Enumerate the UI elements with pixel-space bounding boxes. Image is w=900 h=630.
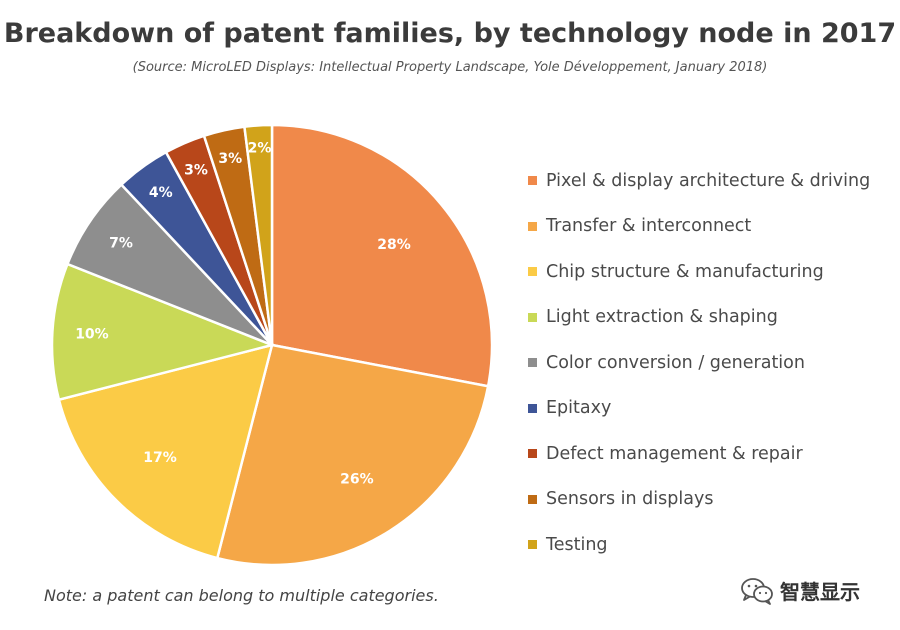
- legend-label: Testing: [546, 534, 608, 555]
- legend-item: Light extraction & shaping: [528, 295, 888, 341]
- legend-swatch: [528, 403, 537, 413]
- pie-slice: [50, 262, 277, 402]
- slice-label: 4%: [149, 185, 173, 201]
- pie-slice: [57, 343, 274, 560]
- legend-label: Light extraction & shaping: [546, 307, 778, 328]
- legend: Pixel & display architecture & driving Tr…: [528, 158, 888, 568]
- legend-item: Testing: [528, 522, 888, 568]
- legend-label: Epitaxy: [546, 398, 612, 419]
- legend-swatch: [528, 540, 537, 550]
- legend-swatch: [528, 494, 537, 504]
- slice-label: 3%: [184, 162, 208, 178]
- slice-label: 7%: [109, 235, 133, 251]
- slice-label: 17%: [143, 450, 177, 466]
- legend-label: Transfer & interconnect: [546, 216, 752, 237]
- legend-swatch: [528, 449, 537, 459]
- legend-swatch: [528, 267, 537, 277]
- legend-label: Defect management & repair: [546, 443, 803, 464]
- legend-label: Pixel & display architecture & driving: [546, 170, 871, 191]
- legend-item: Transfer & interconnect: [528, 204, 888, 250]
- chart-title: Breakdown of patent families, by technol…: [3, 18, 897, 49]
- legend-label: Color conversion / generation: [546, 352, 805, 373]
- slice-label: 2%: [248, 140, 272, 156]
- watermark-text: 智慧显示: [780, 580, 860, 604]
- footnote: Note: a patent can belong to multiple ca…: [44, 586, 439, 605]
- pie-slice: [270, 123, 494, 388]
- legend-swatch: [528, 176, 537, 186]
- legend-item: Sensors in displays: [528, 477, 888, 523]
- slice-label: 26%: [340, 472, 374, 488]
- legend-item: Pixel & display architecture & driving: [528, 158, 888, 204]
- legend-swatch: [528, 312, 537, 322]
- legend-item: Color conversion / generation: [528, 340, 888, 386]
- legend-label: Sensors in displays: [546, 489, 714, 510]
- slice-label: 3%: [218, 151, 242, 167]
- legend-item: Chip structure & manufacturing: [528, 249, 888, 295]
- legend-item: Epitaxy: [528, 386, 888, 432]
- chart-subtitle: (Source: MicroLED Displays: Intellectual…: [132, 60, 768, 75]
- legend-swatch: [528, 358, 537, 368]
- watermark: 智慧显示: [740, 576, 860, 605]
- wechat-icon: [741, 577, 773, 605]
- legend-label: Chip structure & manufacturing: [546, 261, 824, 282]
- pie-slice: [215, 343, 490, 567]
- pie-slice: [243, 123, 274, 346]
- legend-item: Defect management & repair: [528, 431, 888, 477]
- slice-label: 10%: [75, 327, 109, 343]
- legend-swatch: [528, 221, 537, 231]
- slice-label: 28%: [377, 237, 411, 253]
